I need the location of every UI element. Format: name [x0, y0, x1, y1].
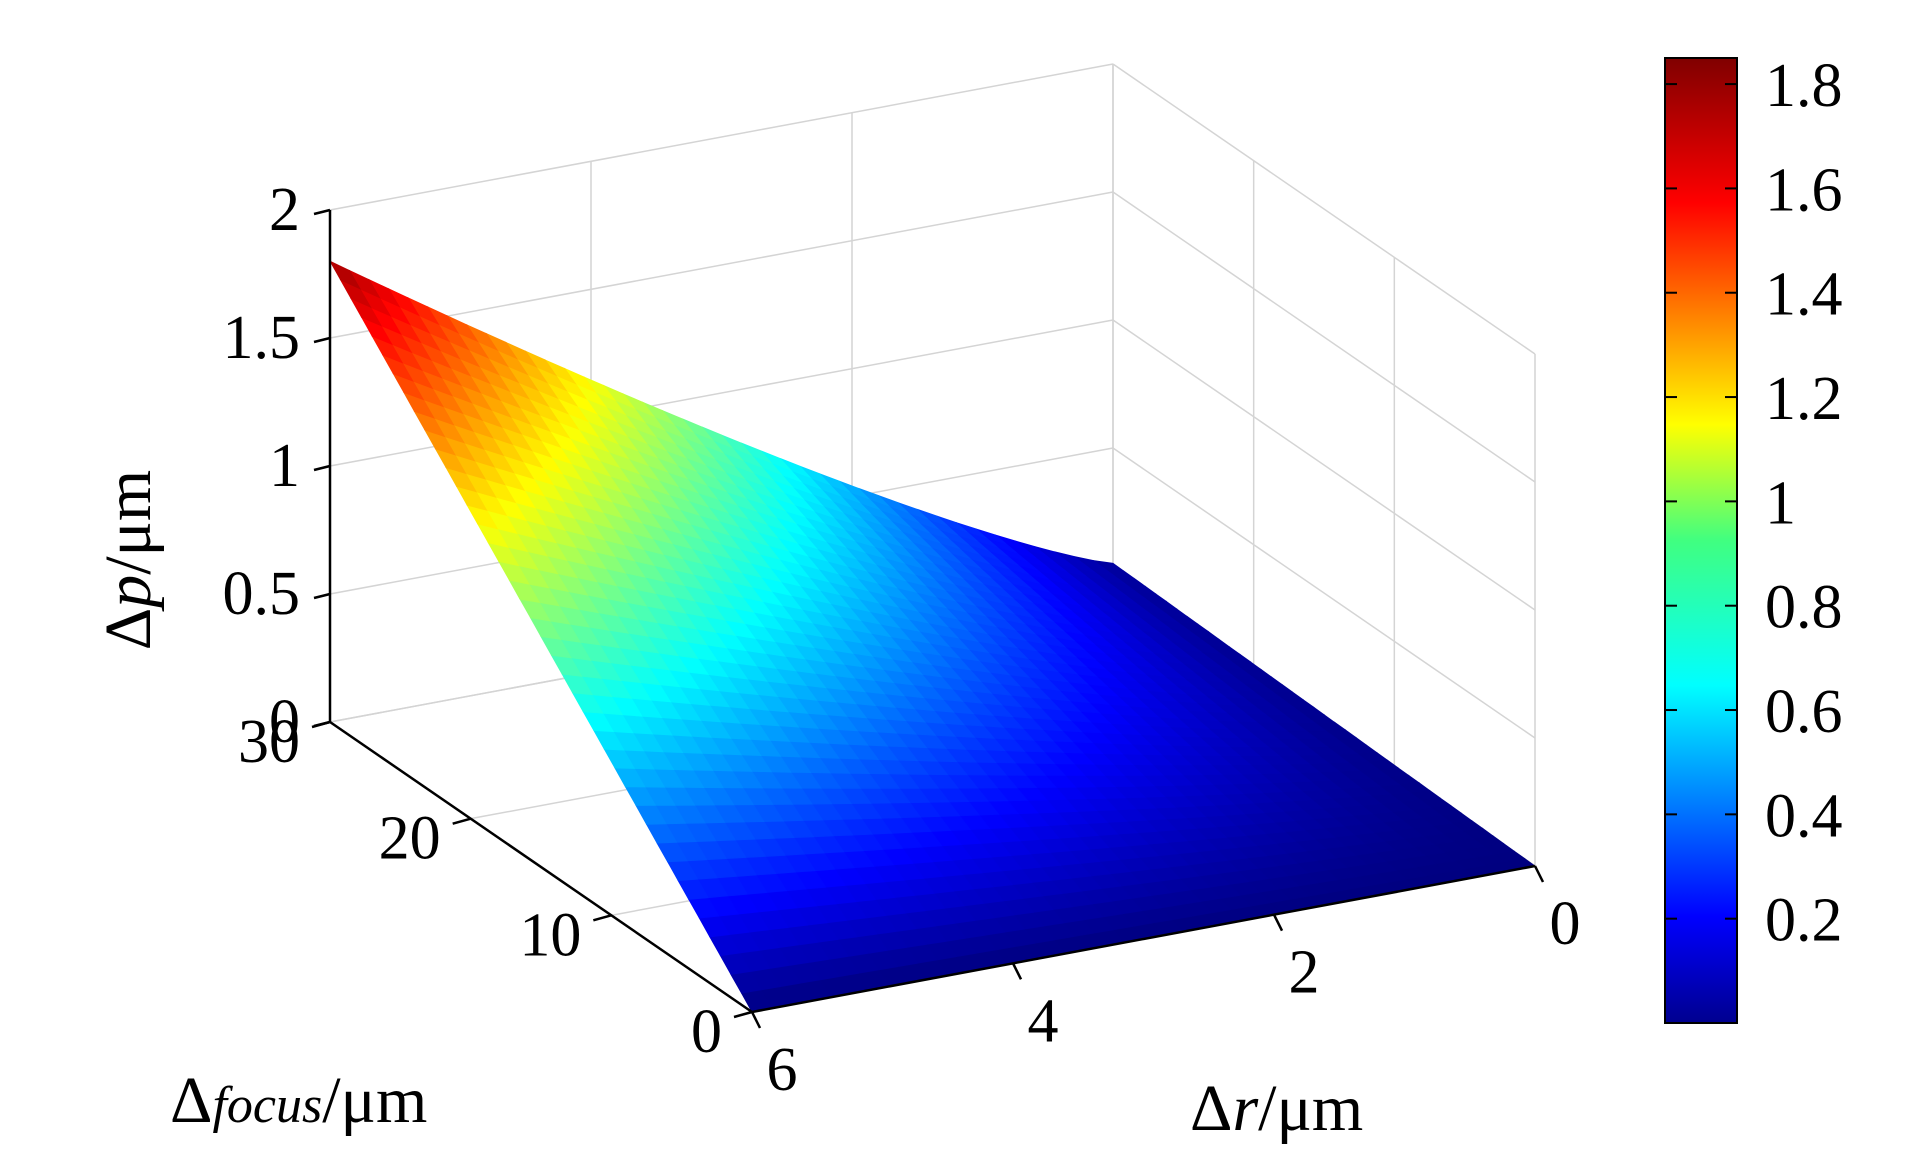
z-tick-mark	[313, 592, 331, 600]
colorbar	[1664, 57, 1738, 1024]
y-tick-mark	[311, 720, 331, 729]
x-axis-line	[751, 864, 1536, 1014]
colorbar-tick-label: 1.6	[1765, 156, 1843, 224]
y-tick-mark	[592, 914, 612, 922]
x-tick-mark	[1011, 962, 1023, 980]
z-tick-label: 1.5	[223, 304, 301, 372]
grid-line	[1112, 63, 1536, 355]
colorbar-tick-label: 0.8	[1765, 574, 1843, 642]
y-tick-mark	[452, 817, 472, 825]
colorbar-tick-label: 0.2	[1765, 887, 1843, 955]
x-tick-label: 0	[1550, 890, 1581, 958]
x-axis-title: Δr/μm	[1190, 1072, 1363, 1145]
colorbar-tick-label: 1.4	[1765, 261, 1843, 329]
colorbar-tick-label: 1.2	[1765, 365, 1843, 433]
grid-line	[1112, 191, 1536, 483]
z-axis-tick-labels: 0 0.5 1 1.5 2	[223, 176, 301, 756]
axes	[311, 208, 1545, 1029]
grid-line	[1112, 447, 1536, 739]
x-tick-mark	[1272, 914, 1284, 932]
z-tick-label: 2	[269, 176, 300, 244]
colorbar-tick-label: 1.8	[1765, 52, 1843, 120]
y-axis-title: Δfocus/μm	[170, 1064, 427, 1137]
y-axis-line	[329, 720, 753, 1014]
colorbar-tick-label: 1	[1765, 469, 1796, 537]
x-tick-label: 4	[1028, 987, 1059, 1055]
colorbar-tick-label: 0.6	[1765, 678, 1843, 746]
z-tick-mark	[313, 208, 331, 216]
z-tick-label: 0.5	[223, 560, 301, 628]
z-tick-label: 0	[269, 688, 300, 756]
grid-line	[1112, 319, 1536, 611]
y-tick-label: 30	[238, 708, 300, 776]
z-axis-title: Δp/μm	[92, 470, 165, 651]
y-tick-label: 10	[519, 901, 581, 969]
z-tick-mark	[313, 336, 331, 344]
z-tick-label: 1	[269, 432, 300, 500]
y-tick-label: 0	[691, 998, 722, 1066]
z-tick-mark	[313, 464, 331, 472]
y-tick-mark	[733, 1010, 753, 1019]
surface	[329, 260, 1536, 1013]
grid-line	[329, 191, 1114, 339]
colorbar-tick-label: 0.4	[1765, 782, 1843, 850]
x-axis-tick-labels: 0 2 4 6	[767, 890, 1581, 1104]
x-tick-mark	[1533, 865, 1545, 883]
y-axis-tick-labels: 0 10 20 30	[238, 708, 722, 1066]
grid-line	[329, 63, 1114, 211]
colorbar-tick-labels: 0.2 0.4 0.6 0.8 1 1.2 1.4 1.6 1.8	[1665, 52, 1843, 955]
y-tick-label: 20	[379, 805, 441, 873]
x-tick-mark	[750, 1011, 762, 1029]
x-tick-label: 6	[767, 1036, 798, 1104]
x-tick-label: 2	[1289, 939, 1320, 1007]
